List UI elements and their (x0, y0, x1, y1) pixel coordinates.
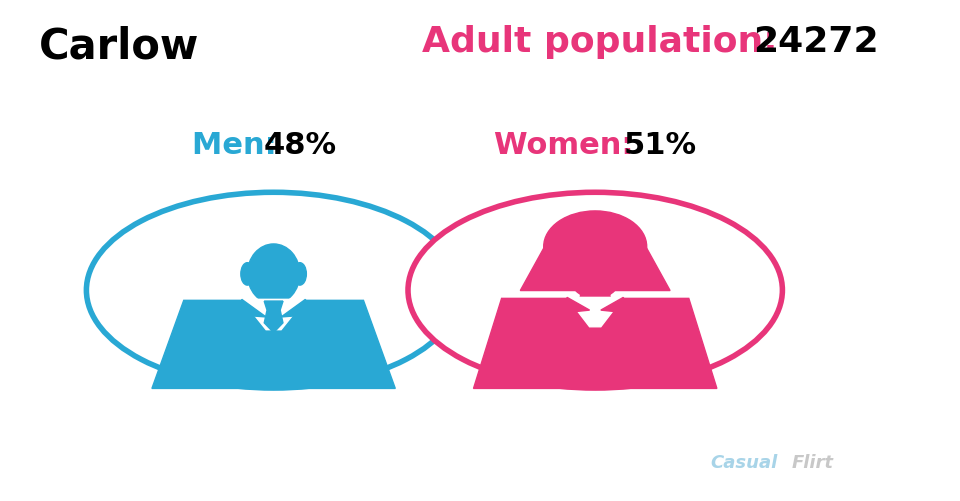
Polygon shape (152, 301, 396, 389)
Polygon shape (567, 298, 623, 327)
Polygon shape (562, 298, 589, 314)
Ellipse shape (567, 239, 623, 300)
Polygon shape (281, 300, 307, 317)
Polygon shape (264, 302, 283, 309)
Polygon shape (264, 302, 283, 333)
Polygon shape (601, 298, 629, 314)
Polygon shape (260, 289, 287, 300)
Text: Casual: Casual (710, 453, 778, 471)
Circle shape (408, 193, 782, 388)
Ellipse shape (241, 263, 254, 286)
Polygon shape (242, 300, 305, 330)
Text: Flirt: Flirt (792, 453, 834, 471)
Circle shape (86, 193, 461, 388)
Ellipse shape (543, 211, 647, 283)
Text: Women:: Women: (494, 130, 644, 159)
Text: 51%: 51% (624, 130, 697, 159)
Polygon shape (473, 299, 717, 389)
Text: 24272: 24272 (754, 25, 879, 59)
Text: 48%: 48% (264, 130, 337, 159)
Ellipse shape (293, 263, 306, 286)
Polygon shape (580, 286, 611, 298)
Text: Adult population:: Adult population: (422, 25, 791, 59)
Text: Men:: Men: (192, 130, 287, 159)
Polygon shape (240, 300, 266, 317)
Ellipse shape (248, 244, 300, 304)
Polygon shape (520, 247, 670, 291)
Text: Carlow: Carlow (38, 25, 199, 67)
